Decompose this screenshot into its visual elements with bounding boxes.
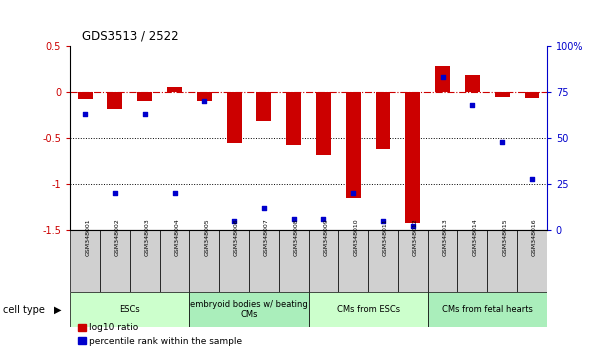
- Text: CMs from fetal hearts: CMs from fetal hearts: [442, 305, 533, 314]
- Bar: [286, 92, 301, 144]
- Bar: [488, 230, 517, 292]
- Bar: [167, 86, 182, 92]
- Bar: [458, 230, 488, 292]
- Point: [348, 190, 358, 196]
- Bar: [189, 230, 219, 292]
- Bar: [279, 230, 309, 292]
- Bar: [100, 230, 130, 292]
- Bar: [159, 230, 189, 292]
- Point: [408, 224, 418, 229]
- Point: [110, 190, 120, 196]
- Text: GSM348003: GSM348003: [145, 219, 150, 256]
- Bar: [249, 230, 279, 292]
- Bar: [495, 92, 510, 97]
- Text: GSM348013: GSM348013: [442, 219, 448, 256]
- Point: [527, 176, 537, 181]
- Bar: [465, 75, 480, 92]
- Text: GSM348005: GSM348005: [204, 219, 210, 256]
- Text: GSM348006: GSM348006: [234, 219, 239, 256]
- Text: ▶: ▶: [54, 305, 61, 315]
- Bar: [435, 66, 450, 92]
- Bar: [189, 292, 309, 327]
- Point: [437, 74, 447, 80]
- Text: GSM348008: GSM348008: [294, 219, 299, 256]
- Legend: log10 ratio, percentile rank within the sample: log10 ratio, percentile rank within the …: [75, 320, 246, 349]
- Bar: [137, 92, 152, 101]
- Point: [199, 98, 209, 104]
- Bar: [70, 292, 189, 327]
- Text: GSM348001: GSM348001: [85, 219, 90, 256]
- Bar: [517, 230, 547, 292]
- Bar: [405, 92, 420, 223]
- Bar: [316, 92, 331, 155]
- Text: GSM348011: GSM348011: [383, 219, 388, 256]
- Bar: [428, 292, 547, 327]
- Point: [467, 102, 477, 108]
- Text: GSM348015: GSM348015: [502, 219, 507, 256]
- Bar: [108, 92, 122, 109]
- Point: [140, 111, 150, 117]
- Bar: [428, 230, 458, 292]
- Bar: [398, 230, 428, 292]
- Text: cell type: cell type: [3, 305, 45, 315]
- Bar: [346, 92, 360, 198]
- Text: ESCs: ESCs: [120, 305, 140, 314]
- Text: CMs from ESCs: CMs from ESCs: [337, 305, 400, 314]
- Bar: [309, 292, 428, 327]
- Text: GSM348002: GSM348002: [115, 219, 120, 256]
- Bar: [130, 230, 159, 292]
- Point: [318, 216, 328, 222]
- Bar: [219, 230, 249, 292]
- Bar: [338, 230, 368, 292]
- Point: [170, 190, 180, 196]
- Text: GSM348004: GSM348004: [175, 219, 180, 256]
- Text: GSM348012: GSM348012: [413, 219, 418, 256]
- Text: embryoid bodies w/ beating
CMs: embryoid bodies w/ beating CMs: [190, 300, 308, 319]
- Bar: [524, 92, 540, 98]
- Text: GSM348009: GSM348009: [323, 219, 329, 256]
- Bar: [309, 230, 338, 292]
- Text: GSM348007: GSM348007: [264, 219, 269, 256]
- Bar: [78, 92, 93, 99]
- Bar: [257, 92, 271, 121]
- Text: GSM348014: GSM348014: [472, 219, 477, 256]
- Bar: [197, 92, 212, 101]
- Text: GSM348016: GSM348016: [532, 219, 537, 256]
- Point: [80, 111, 90, 117]
- Bar: [376, 92, 390, 149]
- Point: [259, 205, 269, 211]
- Point: [229, 218, 239, 224]
- Point: [378, 218, 388, 224]
- Bar: [368, 230, 398, 292]
- Text: GSM348010: GSM348010: [353, 219, 358, 256]
- Text: GDS3513 / 2522: GDS3513 / 2522: [82, 29, 179, 42]
- Bar: [227, 92, 241, 143]
- Point: [497, 139, 507, 144]
- Point: [289, 216, 299, 222]
- Bar: [70, 230, 100, 292]
